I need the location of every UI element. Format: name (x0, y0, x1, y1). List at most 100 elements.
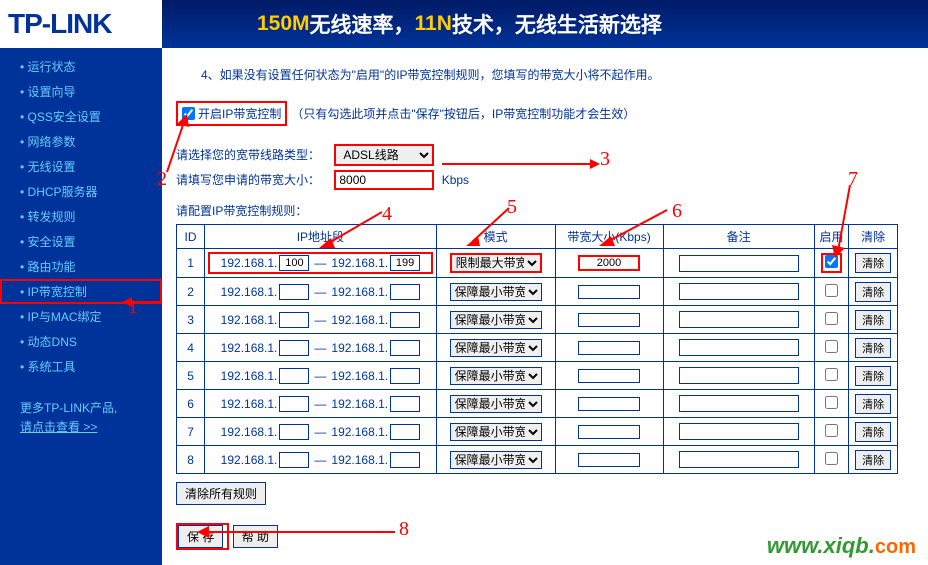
bw-input[interactable] (578, 255, 640, 271)
clear-row-button[interactable]: 清除 (855, 450, 891, 470)
ip-end-input[interactable] (390, 368, 420, 384)
bw-input[interactable] (578, 341, 640, 355)
ip-start-input[interactable] (279, 312, 309, 328)
ip-end-input[interactable] (390, 424, 420, 440)
remark-input[interactable] (679, 367, 799, 384)
ip-start-input[interactable] (279, 452, 309, 468)
bw-input[interactable] (578, 397, 640, 411)
bw-input[interactable] (578, 425, 640, 439)
clear-row-button[interactable]: 清除 (855, 366, 891, 386)
ip-start-input[interactable] (279, 396, 309, 412)
enable-row-checkbox[interactable] (825, 396, 838, 409)
sidebar-item[interactable]: QSS安全设置 (0, 104, 162, 129)
clear-row-button[interactable]: 清除 (855, 422, 891, 442)
mode-select[interactable]: 保障最小带宽 (450, 367, 542, 385)
ip-start-input[interactable] (279, 424, 309, 440)
th-bw: 带宽大小(Kbps) (555, 225, 663, 249)
ip-range-cell: 192.168.1. — 192.168.1. (208, 340, 433, 356)
enable-label: 开启IP带宽控制 (198, 105, 281, 122)
remark-input[interactable] (679, 255, 799, 272)
ip-end-input[interactable] (390, 452, 420, 468)
mode-select[interactable]: 保障最小带宽 (450, 339, 542, 357)
bw-input[interactable] (578, 369, 640, 383)
line-type-select[interactable]: ADSL线路 (334, 144, 434, 166)
bandwidth-input[interactable] (334, 170, 434, 190)
ip-range-cell: 192.168.1. — 192.168.1. (208, 252, 433, 274)
bandwidth-unit: Kbps (442, 173, 469, 187)
enable-row-checkbox[interactable] (825, 424, 838, 437)
table-row: 4 192.168.1. — 192.168.1. 保障最小带宽 清除 (177, 334, 898, 362)
bandwidth-label: 请填写您申请的带宽大小： (176, 171, 331, 188)
ip-end-input[interactable] (390, 284, 420, 300)
ip-end-input[interactable] (390, 312, 420, 328)
sidebar-item[interactable]: 路由功能 (0, 254, 162, 279)
sidebar-item[interactable]: 系统工具 (0, 354, 162, 379)
ip-end-input[interactable] (390, 396, 420, 412)
sidebar-item[interactable]: 安全设置 (0, 229, 162, 254)
ip-start-input[interactable] (279, 284, 309, 300)
ip-end-input[interactable] (390, 340, 420, 356)
enable-row-checkbox[interactable] (825, 452, 838, 465)
clear-row-button[interactable]: 清除 (855, 282, 891, 302)
sidebar-item[interactable]: 网络参数 (0, 129, 162, 154)
mode-select[interactable]: 保障最小带宽 (450, 451, 542, 469)
main-panel: 4、如果没有设置任何状态为"启用"的IP带宽控制规则，您填写的带宽大小将不起作用… (162, 48, 928, 565)
remark-input[interactable] (679, 283, 799, 300)
remark-input[interactable] (679, 423, 799, 440)
sidebar-item[interactable]: 转发规则 (0, 204, 162, 229)
cell-id: 1 (177, 249, 205, 278)
th-enable: 启用 (814, 225, 849, 249)
ip-end-input[interactable] (390, 255, 420, 271)
table-row: 1 192.168.1. — 192.168.1. 限制最大带宽 清除 (177, 249, 898, 278)
clear-row-button[interactable]: 清除 (855, 253, 891, 273)
enable-checkbox[interactable] (182, 107, 195, 120)
banner-part4: 技术，无线生活新选择 (452, 9, 662, 39)
th-remark: 备注 (663, 225, 814, 249)
sidebar-item[interactable]: 设置向导 (0, 79, 162, 104)
save-button[interactable]: 保 存 (178, 525, 223, 548)
th-mode: 模式 (436, 225, 555, 249)
remark-input[interactable] (679, 311, 799, 328)
mode-select[interactable]: 保障最小带宽 (450, 423, 542, 441)
mode-select[interactable]: 保障最小带宽 (450, 311, 542, 329)
logo-area: TP-LINK (0, 0, 162, 48)
bw-input[interactable] (578, 313, 640, 327)
enable-row-checkbox[interactable] (825, 312, 838, 325)
clear-all-button[interactable]: 清除所有规则 (176, 482, 266, 505)
ip-range-cell: 192.168.1. — 192.168.1. (208, 312, 433, 328)
bw-input[interactable] (578, 453, 640, 467)
th-ip: IP地址段 (205, 225, 437, 249)
sidebar-item[interactable]: 动态DNS (0, 329, 162, 354)
enable-row-checkbox[interactable] (825, 340, 838, 353)
remark-input[interactable] (679, 339, 799, 356)
watermark: www.xiqb.com (767, 533, 916, 559)
bw-input[interactable] (578, 285, 640, 299)
help-button[interactable]: 帮 助 (233, 525, 278, 548)
note-text: 4、如果没有设置任何状态为"启用"的IP带宽控制规则，您填写的带宽大小将不起作用… (201, 66, 914, 83)
cell-id: 5 (177, 362, 205, 390)
cell-id: 4 (177, 334, 205, 362)
rules-table: ID IP地址段 模式 带宽大小(Kbps) 备注 启用 清除 1 192.16… (176, 224, 898, 474)
ip-start-input[interactable] (279, 255, 309, 271)
remark-input[interactable] (679, 395, 799, 412)
sidebar-item[interactable]: 无线设置 (0, 154, 162, 179)
ip-start-input[interactable] (279, 368, 309, 384)
ip-start-input[interactable] (279, 340, 309, 356)
mode-select[interactable]: 限制最大带宽 (450, 253, 542, 273)
sidebar-item[interactable]: 运行状态 (0, 54, 162, 79)
sidebar-item[interactable]: IP带宽控制 (0, 279, 162, 304)
sidebar-item[interactable]: DHCP服务器 (0, 179, 162, 204)
clear-row-button[interactable]: 清除 (855, 338, 891, 358)
remark-input[interactable] (679, 451, 799, 468)
clear-row-button[interactable]: 清除 (855, 310, 891, 330)
sidebar-more: 更多TP-LINK产品, 请点击查看 >> (0, 399, 162, 437)
enable-row-checkbox[interactable] (825, 255, 838, 268)
th-clear: 清除 (849, 225, 898, 249)
mode-select[interactable]: 保障最小带宽 (450, 395, 542, 413)
enable-row-checkbox[interactable] (825, 368, 838, 381)
mode-select[interactable]: 保障最小带宽 (450, 283, 542, 301)
sidebar-item[interactable]: IP与MAC绑定 (0, 304, 162, 329)
more-link[interactable]: 请点击查看 >> (20, 420, 97, 434)
clear-row-button[interactable]: 清除 (855, 394, 891, 414)
enable-row-checkbox[interactable] (825, 284, 838, 297)
